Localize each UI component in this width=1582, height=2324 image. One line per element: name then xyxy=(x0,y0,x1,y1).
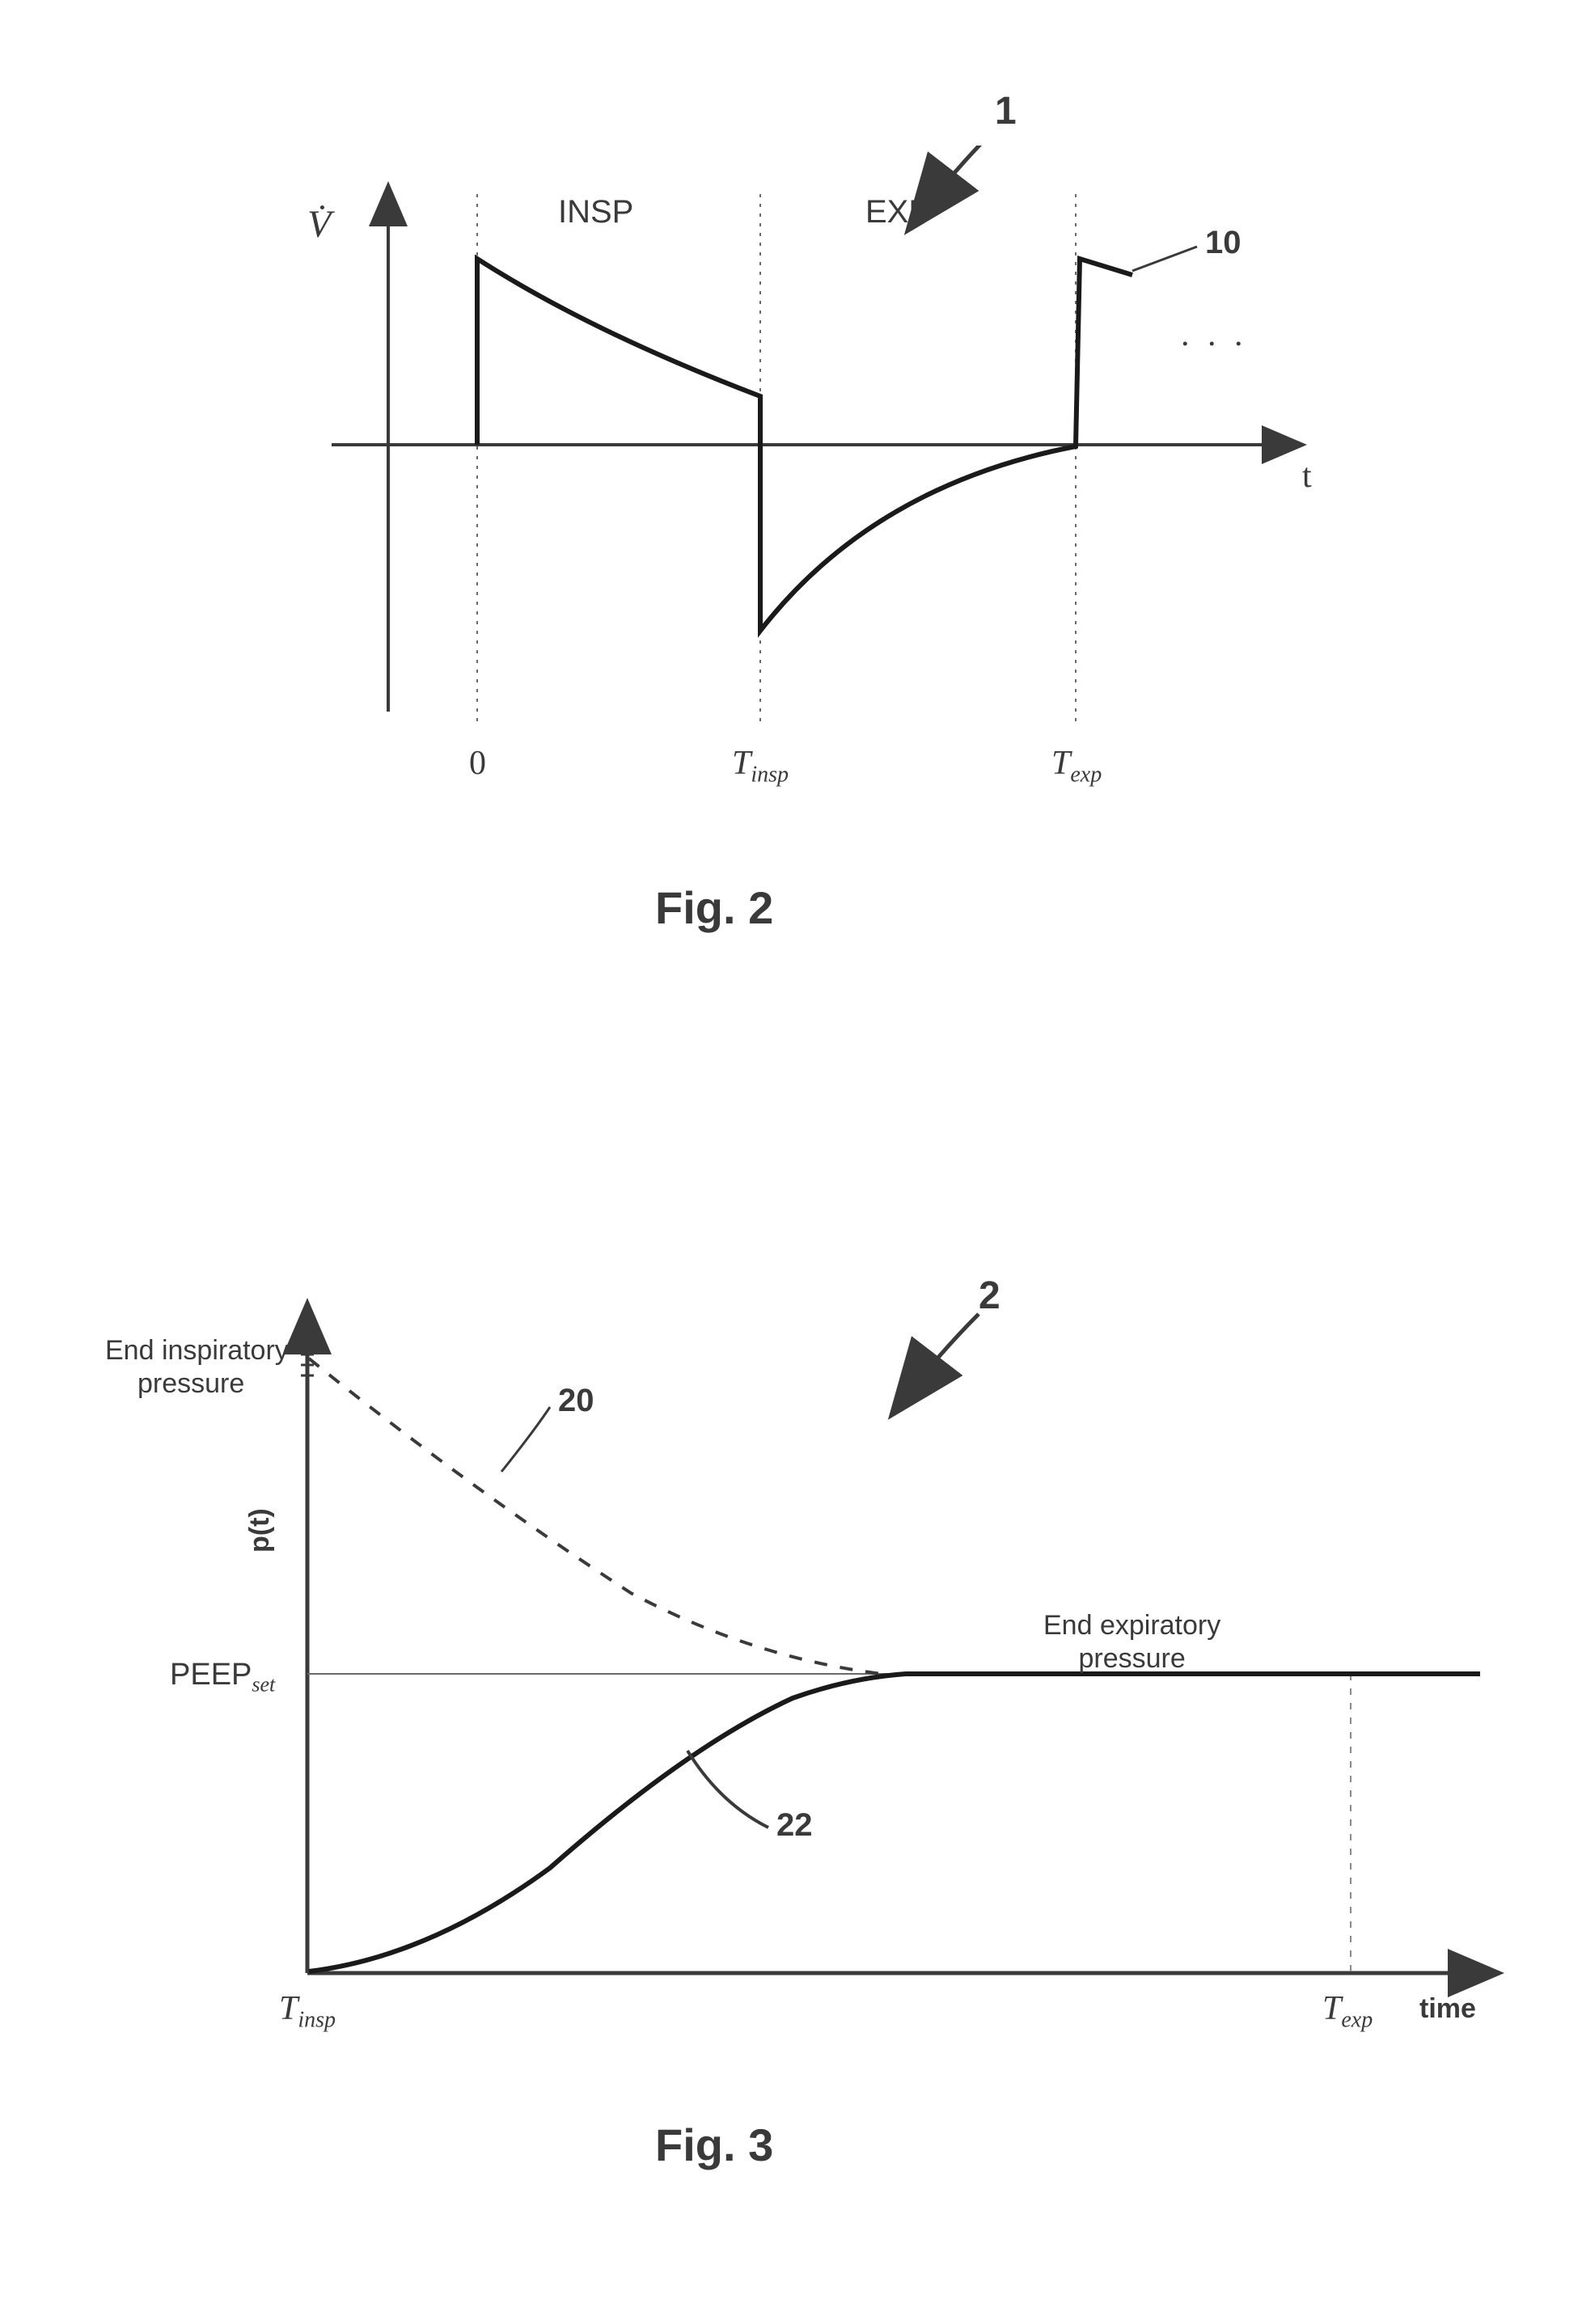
id-label-2: 2 xyxy=(979,1274,1000,1318)
curve-20 xyxy=(309,1358,882,1674)
end-insp-label: End inspiratory pressure xyxy=(105,1334,289,1401)
end-insp-1: End inspiratory xyxy=(105,1335,289,1366)
x-axis-label: t xyxy=(1302,457,1312,496)
ellipsis: . . . xyxy=(1181,315,1248,354)
end-exp-1: End expiratory xyxy=(1043,1610,1220,1641)
figure-3: End inspiratory pressure End expiratory … xyxy=(105,1270,1521,2159)
tick-texp: Texp xyxy=(1051,744,1102,788)
callout-20: 20 xyxy=(558,1383,594,1419)
tick-texp-3: Texp xyxy=(1322,1989,1373,2033)
tick-texp-t-3: T xyxy=(1322,1990,1341,2027)
end-exp-label: End expiratory pressure xyxy=(1043,1609,1220,1675)
tick-tinsp-t-3: T xyxy=(279,1990,298,2027)
tick-texp-sub-3: exp xyxy=(1341,2007,1373,2032)
tick-tinsp-t: T xyxy=(732,745,751,782)
tick-texp-t: T xyxy=(1051,745,1070,782)
callout-10: 10 xyxy=(1205,225,1241,261)
callout-10-line xyxy=(1132,247,1197,271)
callout-22: 22 xyxy=(776,1807,813,1844)
end-exp-2: pressure xyxy=(1078,1643,1185,1674)
peep-text: PEEP xyxy=(170,1658,252,1692)
figure-2-caption: Fig. 2 xyxy=(655,881,773,934)
y-axis-label-3: p(t) xyxy=(244,1508,276,1553)
tick-tinsp-sub: insp xyxy=(751,762,789,787)
peep-sub: set xyxy=(252,1673,275,1697)
y-axis-label: V̇ xyxy=(307,202,331,247)
callout-22-line xyxy=(687,1751,768,1828)
phase-exp: EXP xyxy=(865,194,930,230)
id-label-1: 1 xyxy=(995,89,1017,133)
phase-insp: INSP xyxy=(558,194,633,230)
id-arrow-2 xyxy=(898,1314,979,1407)
tick-tinsp: Tinsp xyxy=(732,744,789,788)
curve-22 xyxy=(309,1674,1480,1971)
tick-tinsp-3: Tinsp xyxy=(279,1989,336,2033)
figure-3-caption: Fig. 3 xyxy=(655,2119,773,2171)
end-insp-2: pressure xyxy=(105,1368,244,1399)
figure-2: V̇ t INSP EXP 0 Tinsp Texp 1 10 . . . xyxy=(226,146,1359,873)
tick-tinsp-sub-3: insp xyxy=(298,2007,336,2032)
peep-label: PEEPset xyxy=(170,1658,275,1697)
figure-2-svg xyxy=(226,146,1359,873)
x-axis-label-3: time xyxy=(1419,1993,1476,2025)
tick-0: 0 xyxy=(469,744,486,783)
callout-20-line xyxy=(501,1407,550,1472)
tick-texp-sub: exp xyxy=(1070,762,1102,787)
